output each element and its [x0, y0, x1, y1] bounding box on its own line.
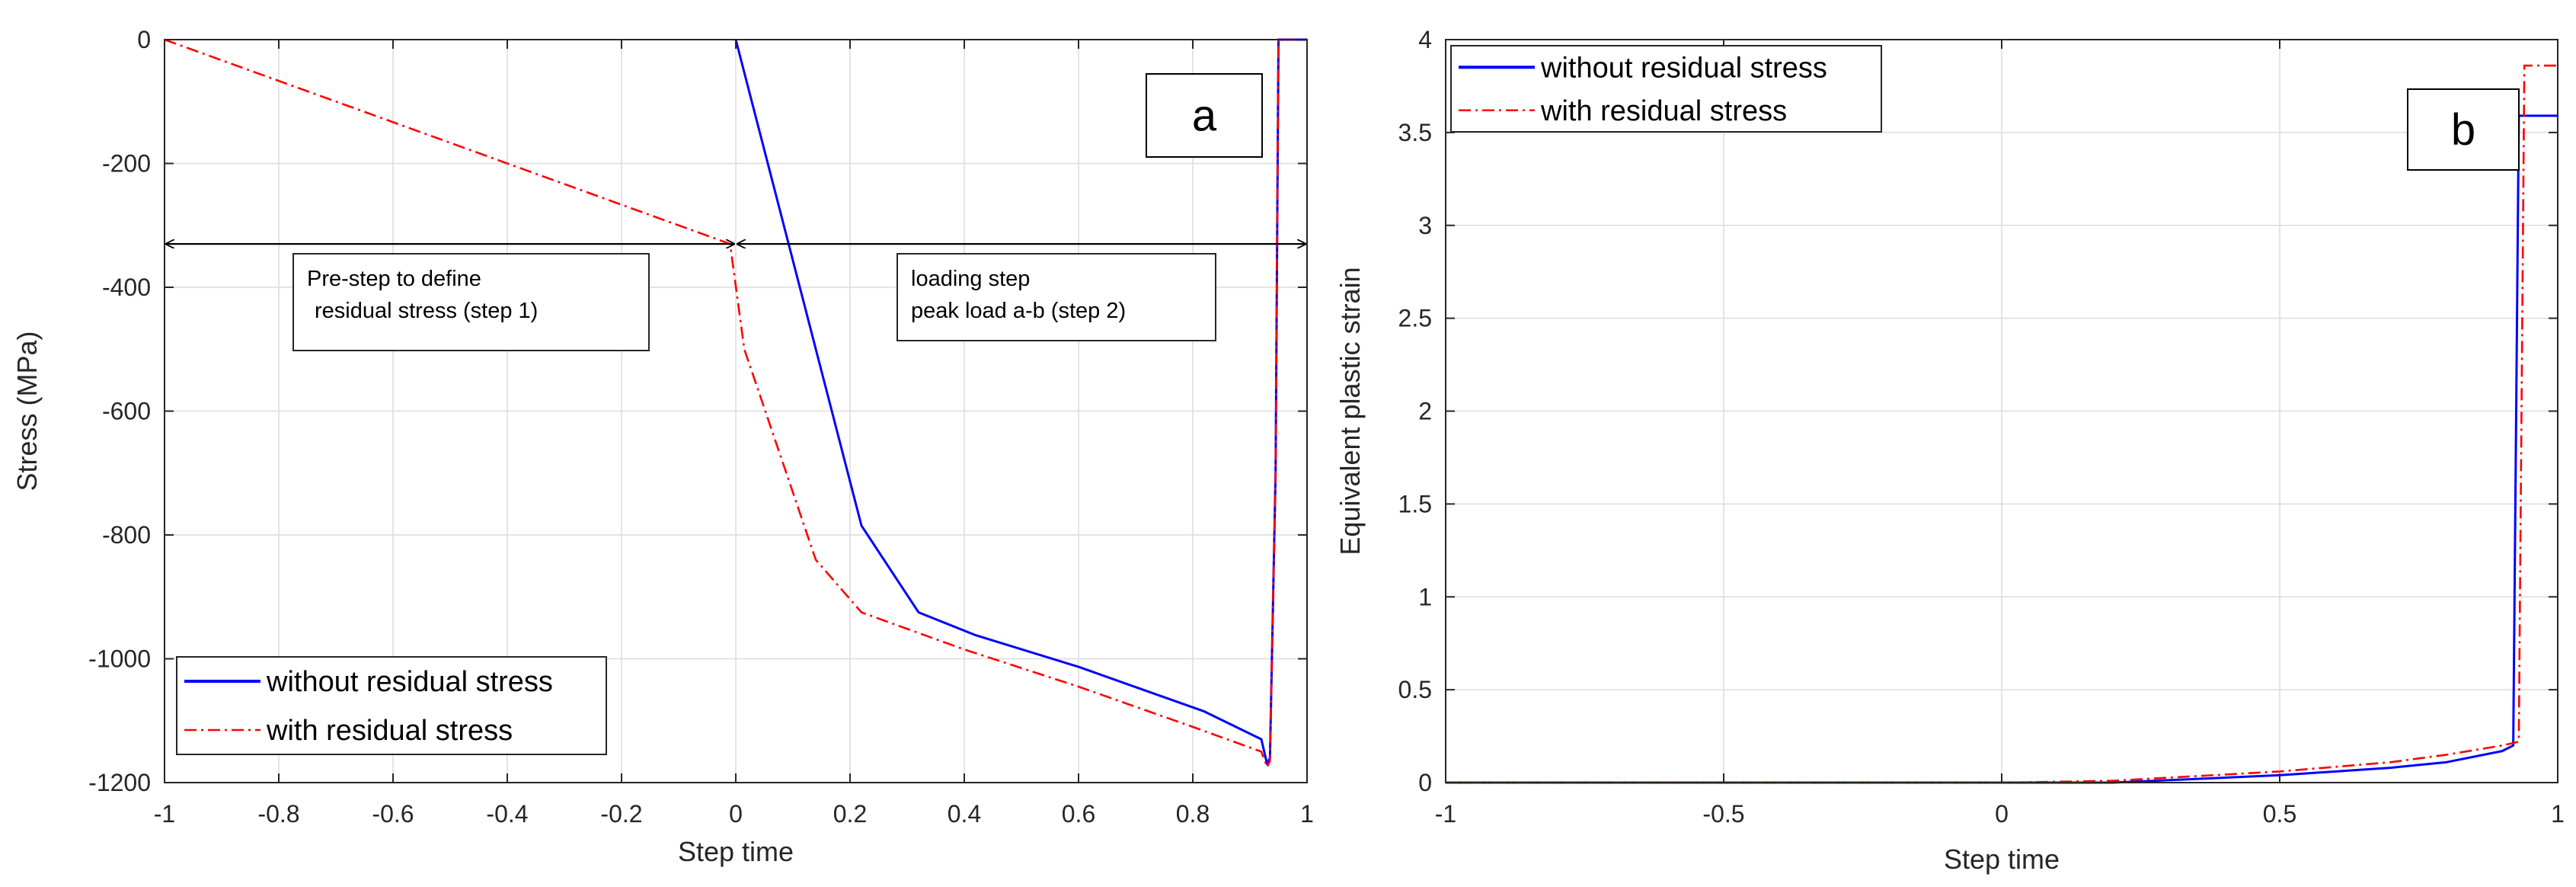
- x-tick-label: -0.2: [600, 800, 642, 828]
- x-tick-label: -0.5: [1702, 800, 1744, 828]
- y-tick-label: 0: [137, 26, 151, 53]
- legend-label: with residual stress: [266, 715, 513, 747]
- x-axis-title: Step time: [1944, 844, 2060, 875]
- y-tick-label: 3.5: [1398, 119, 1432, 146]
- chart-panel-b: -1 -0.5 0 0.5 1 0 0.5 1 1.5 2 2.5 3 3.5 4 Step time Equ…: [1334, 26, 2565, 875]
- x-tick-label: 1: [2551, 800, 2565, 828]
- x-tick-label: 0.5: [2263, 800, 2296, 828]
- panel-letter-box: [1146, 73, 1263, 158]
- legend-box: [1450, 45, 1882, 133]
- y-tick-label: 0: [1418, 769, 1432, 796]
- x-tick-label: 1: [1300, 800, 1314, 828]
- x-tick-label: -0.4: [486, 800, 528, 828]
- annotation-text: residual stress (step 1): [315, 299, 538, 323]
- annotation-box: [292, 253, 650, 351]
- y-tick-label: 1: [1418, 583, 1432, 610]
- x-tick-label: 0.2: [833, 800, 867, 828]
- x-tick-label: 0.4: [948, 800, 981, 828]
- y-tick-label: 2.5: [1398, 305, 1432, 332]
- panel-letter: a: [1192, 91, 1217, 141]
- annotation-text: loading step: [911, 267, 1030, 291]
- x-tick-label: 0: [729, 800, 743, 828]
- y-tick-label: 2: [1418, 398, 1432, 425]
- series-line-with-residual-stress: [1446, 64, 2558, 784]
- x-tick-label: 0: [1995, 800, 2009, 828]
- y-tick-label: -1200: [88, 769, 151, 796]
- y-tick-label: 4: [1418, 26, 1432, 53]
- y-tick-label: -800: [102, 521, 151, 549]
- annotation-text: Pre-step to define: [307, 267, 481, 291]
- panel-letter-box: [2407, 88, 2520, 171]
- y-axis-title: Equivalent plastic strain: [1334, 267, 1366, 555]
- x-axis-title: Step time: [678, 836, 794, 867]
- legend-label: without residual stress: [1540, 52, 1827, 84]
- legend-label: with residual stress: [1540, 95, 1787, 127]
- annotation-text: peak load a-b (step 2): [911, 299, 1126, 323]
- legend-label: without residual stress: [266, 666, 553, 698]
- y-tick-label: 1.5: [1398, 490, 1432, 517]
- chart-panel-a: -1 -0.8 -0.6 -0.4 -0.2 0 0.2 0.4 0.6 0.8 1 0 -200 -40…: [11, 26, 1314, 867]
- x-tick-label: 0.6: [1062, 800, 1095, 828]
- x-tick-label: 0.8: [1176, 800, 1210, 828]
- y-tick-label: -200: [102, 150, 151, 178]
- y-tick-label: -1000: [88, 645, 151, 673]
- x-tick-label: -0.8: [257, 800, 299, 828]
- annotation-box: [896, 253, 1216, 341]
- x-tick-label: -1: [1435, 800, 1456, 828]
- y-tick-label: 0.5: [1398, 676, 1432, 703]
- x-tick-label: -1: [154, 800, 175, 828]
- series-line-with-residual-stress: [164, 38, 1307, 769]
- y-axis-title: Stress (MPa): [11, 331, 43, 491]
- y-tick-label: -600: [102, 398, 151, 425]
- y-tick-label: 3: [1418, 212, 1432, 239]
- y-tick-label: -400: [102, 274, 151, 301]
- x-tick-label: -0.6: [372, 800, 414, 828]
- panel-letter: b: [2451, 105, 2475, 155]
- legend-box: [176, 656, 607, 755]
